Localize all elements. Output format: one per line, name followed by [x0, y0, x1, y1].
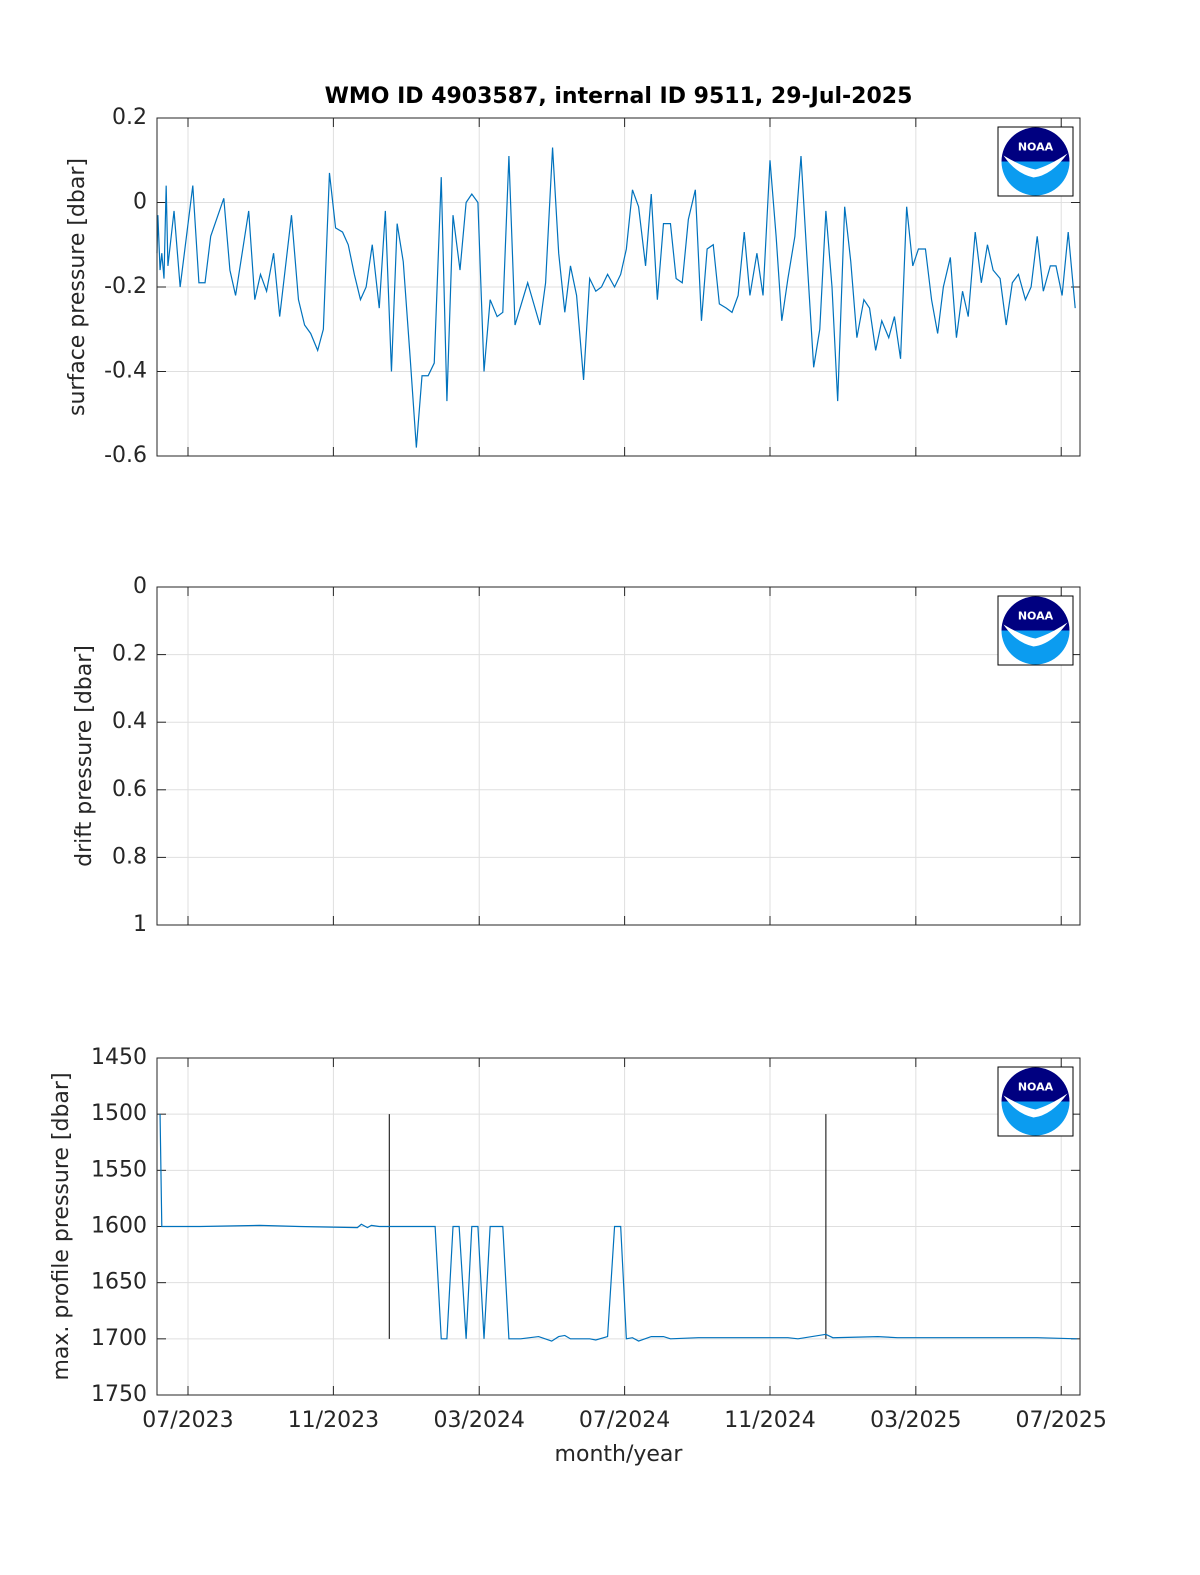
x-tick-label: 11/2024 — [724, 1408, 815, 1433]
y-axis-label: max. profile pressure [dbar] — [49, 1072, 74, 1380]
data-line — [159, 1114, 1077, 1342]
y-tick-label: 0 — [133, 190, 147, 215]
y-tick-label: 0.4 — [112, 709, 147, 734]
noaa-logo: NOAA — [997, 1066, 1074, 1137]
logo-text: NOAA — [1018, 1081, 1054, 1094]
y-tick-label: 1700 — [91, 1326, 147, 1351]
x-axis-label: month/year — [555, 1442, 684, 1467]
logo-text: NOAA — [1018, 141, 1054, 154]
x-tick-label: 11/2023 — [288, 1408, 379, 1433]
logo-gull — [1003, 622, 1068, 647]
y-tick-label: 0.6 — [112, 777, 147, 802]
x-tick-label: 03/2025 — [870, 1408, 961, 1433]
logo-top — [1001, 596, 1070, 631]
axes-box — [156, 1057, 1081, 1396]
y-tick-label: 1 — [133, 912, 147, 937]
logo-top — [1001, 1067, 1070, 1102]
y-tick-label: 1450 — [91, 1045, 147, 1070]
logo-gull — [1003, 153, 1068, 178]
axes-box — [156, 586, 1081, 926]
axes-box — [156, 117, 1081, 457]
y-tick-label: 0 — [133, 574, 147, 599]
y-tick-label: 0.2 — [112, 105, 147, 130]
y-tick-label: -0.2 — [104, 274, 147, 299]
noaa-logo: NOAA — [997, 126, 1074, 197]
chart-title: WMO ID 4903587, internal ID 9511, 29-Jul… — [325, 84, 913, 109]
data-line — [156, 147, 1076, 448]
y-tick-label: 0.8 — [112, 844, 147, 869]
x-tick-label: 07/2025 — [1016, 1408, 1107, 1433]
logo-gull — [1003, 1093, 1068, 1118]
x-tick-label: 03/2024 — [434, 1408, 525, 1433]
y-tick-label: 0.2 — [112, 642, 147, 667]
x-tick-label: 07/2023 — [142, 1408, 233, 1433]
y-axis-label: surface pressure [dbar] — [65, 158, 90, 416]
logo-text: NOAA — [1018, 610, 1054, 623]
y-tick-label: 1500 — [91, 1101, 147, 1126]
x-tick-label: 07/2024 — [579, 1408, 670, 1433]
y-tick-label: -0.6 — [104, 443, 147, 468]
y-tick-label: -0.4 — [104, 359, 147, 384]
y-tick-label: 1600 — [91, 1214, 147, 1239]
plot-area — [157, 587, 1080, 925]
y-axis-label: drift pressure [dbar] — [72, 645, 97, 867]
y-tick-label: 1550 — [91, 1157, 147, 1182]
logo-top — [1001, 127, 1070, 162]
y-tick-label: 1750 — [91, 1382, 147, 1407]
noaa-logo: NOAA — [997, 595, 1074, 666]
y-tick-label: 1650 — [91, 1270, 147, 1295]
